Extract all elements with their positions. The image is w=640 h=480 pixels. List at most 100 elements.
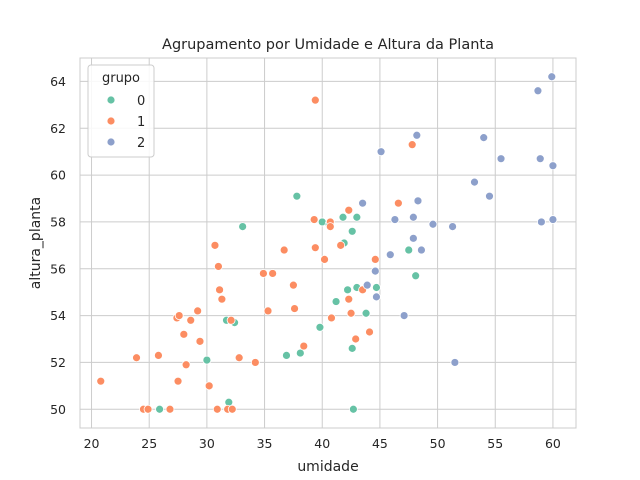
data-point-group-0 [202, 355, 212, 365]
data-point-group-0 [347, 343, 357, 353]
data-point-group-1 [226, 315, 236, 325]
x-tick-label: 25 [141, 436, 157, 451]
data-point-group-1 [327, 313, 336, 323]
data-point-group-1 [309, 215, 319, 224]
data-point-group-2 [370, 266, 380, 276]
data-point-group-1 [299, 341, 309, 351]
data-point-group-2 [390, 215, 400, 224]
data-point-group-0 [295, 348, 305, 358]
data-point-group-2 [372, 292, 381, 302]
y-tick-labels: 50 52 54 56 58 60 62 64 [50, 74, 66, 417]
x-tick-label: 35 [257, 436, 273, 451]
data-point-group-0 [238, 222, 248, 232]
data-point-group-2 [485, 191, 494, 201]
data-point-group-1 [370, 254, 380, 264]
y-tick-label: 60 [50, 168, 66, 183]
data-point-group-1 [214, 262, 223, 271]
data-point-group-1 [217, 294, 227, 304]
x-tick-label: 30 [199, 436, 215, 451]
data-point-group-1 [336, 240, 346, 250]
data-point-group-1 [173, 376, 183, 386]
data-point-group-1 [268, 269, 278, 278]
x-tick-label: 45 [372, 436, 388, 451]
data-point-group-1 [365, 327, 374, 337]
data-point-group-0 [411, 271, 421, 281]
x-tick-label: 50 [430, 436, 446, 451]
data-point-group-0 [404, 245, 414, 255]
data-point-group-2 [536, 217, 546, 227]
data-points [96, 72, 558, 414]
legend-marker-1 [106, 116, 116, 126]
data-point-group-1 [344, 294, 354, 304]
data-point-group-1 [193, 306, 203, 316]
data-point-group-1 [259, 269, 268, 278]
legend-label-1: 1 [137, 115, 145, 130]
plot-area [79, 57, 577, 429]
data-point-group-1 [227, 404, 237, 414]
data-point-group-1 [325, 222, 335, 232]
data-point-group-1 [204, 381, 214, 391]
data-point-group-2 [533, 86, 543, 96]
data-point-group-0 [331, 297, 341, 306]
data-point-group-1 [346, 308, 356, 318]
x-tick-label: 20 [84, 436, 100, 451]
data-point-group-1 [215, 285, 224, 295]
data-point-group-0 [282, 351, 291, 360]
data-point-group-2 [412, 130, 422, 140]
legend-marker-0 [106, 95, 116, 105]
data-point-group-1 [320, 254, 329, 264]
data-point-group-0 [292, 191, 302, 201]
data-point-group-2 [470, 177, 479, 187]
data-point-group-2 [408, 233, 418, 243]
data-point-group-2 [428, 219, 438, 229]
legend-label-0: 0 [137, 94, 145, 109]
data-point-group-1 [179, 329, 189, 339]
data-point-group-1 [165, 404, 175, 414]
data-point-group-1 [195, 336, 205, 346]
x-tick-label: 40 [314, 436, 330, 451]
data-point-group-2 [362, 280, 372, 290]
data-point-group-2 [413, 196, 423, 206]
data-point-group-2 [450, 358, 460, 367]
data-point-group-2 [479, 133, 489, 143]
data-point-group-1 [310, 95, 320, 105]
data-point-group-1 [263, 306, 273, 316]
data-point-group-1 [393, 198, 403, 208]
y-tick-label: 62 [50, 121, 66, 136]
x-tick-labels: 20 25 30 35 40 45 50 55 60 [84, 436, 561, 451]
data-point-group-2 [548, 215, 558, 224]
x-tick-label: 60 [545, 436, 561, 451]
chart-title: Agrupamento por Umidade e Altura da Plan… [162, 37, 494, 53]
x-tick-label: 55 [487, 436, 503, 451]
data-point-group-2 [547, 72, 557, 82]
data-point-group-2 [376, 147, 386, 157]
data-point-group-1 [288, 280, 298, 290]
data-point-group-2 [548, 161, 558, 171]
data-point-group-2 [535, 154, 545, 164]
data-point-group-0 [343, 285, 353, 295]
data-point-group-1 [407, 140, 417, 150]
y-tick-label: 64 [50, 74, 66, 89]
data-point-group-0 [361, 308, 371, 318]
data-point-group-1 [154, 351, 163, 360]
legend-title: grupo [102, 71, 140, 86]
data-point-group-1 [96, 376, 106, 386]
data-point-group-2 [358, 198, 368, 208]
y-tick-label: 54 [50, 308, 66, 323]
data-point-group-0 [348, 404, 358, 414]
data-point-group-0 [352, 212, 362, 222]
data-point-group-1 [279, 245, 289, 255]
data-point-group-2 [399, 311, 409, 320]
data-point-group-1 [181, 360, 191, 370]
data-point-group-1 [234, 353, 244, 363]
data-point-group-1 [132, 353, 141, 363]
data-point-group-2 [408, 212, 418, 222]
legend-items: 0 1 2 [106, 94, 145, 151]
y-tick-label: 56 [50, 261, 66, 276]
x-axis-label: umidade [297, 459, 358, 475]
data-point-group-1 [290, 304, 299, 313]
data-point-group-0 [372, 283, 381, 292]
data-point-group-1 [210, 240, 220, 250]
data-point-group-0 [338, 212, 348, 222]
